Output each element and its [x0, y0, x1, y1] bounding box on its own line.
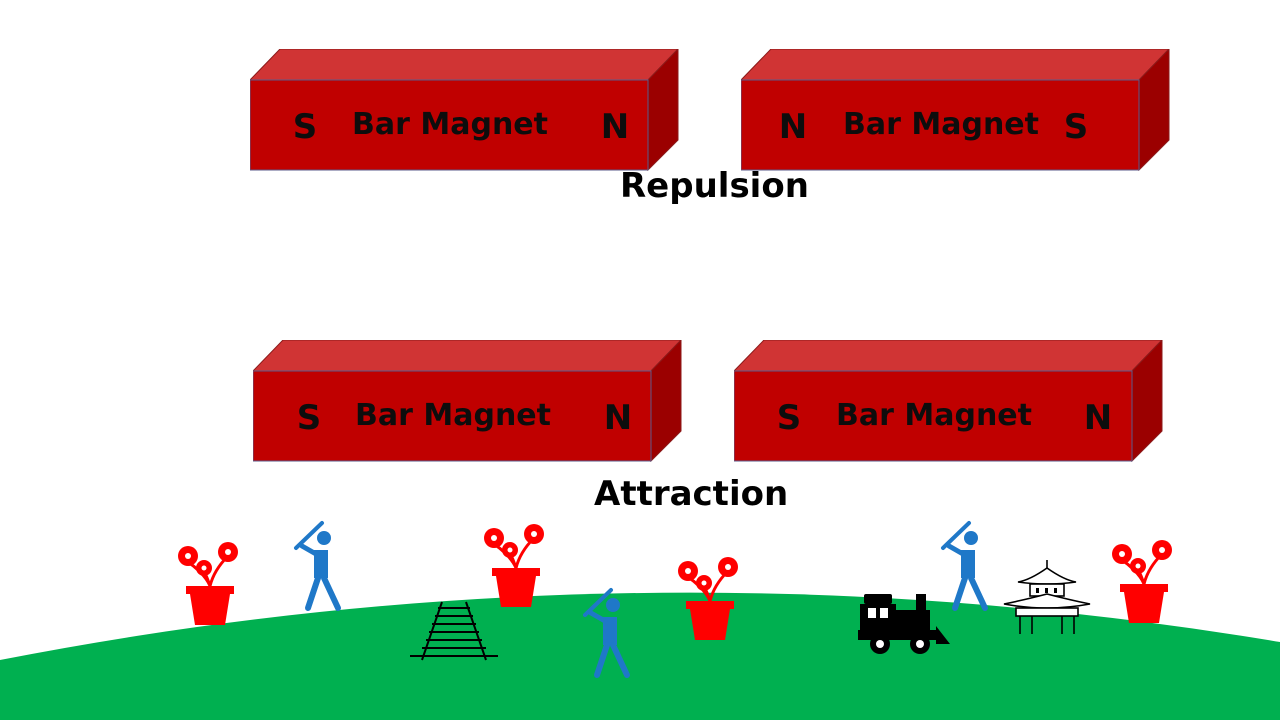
magnet-title: Bar Magnet — [843, 106, 1039, 142]
bar-magnet-attraction-left: S Bar Magnet N — [253, 340, 683, 462]
bar-magnet-repulsion-left: S Bar Magnet N — [250, 49, 680, 171]
pole-label-right: S — [1063, 107, 1089, 147]
pole-label-right: N — [603, 398, 633, 438]
pole-label-left: S — [776, 398, 802, 438]
magnet-title: Bar Magnet — [836, 397, 1032, 433]
attraction-label: Attraction — [594, 474, 789, 514]
bar-magnet-attraction-right: S Bar Magnet N — [734, 340, 1164, 462]
pagoda-icon — [1003, 560, 1091, 634]
flower-pot-icon — [1112, 540, 1172, 623]
flower-pot-icon — [678, 557, 738, 640]
pole-label-left: N — [778, 107, 808, 147]
repulsion-label: Repulsion — [620, 166, 809, 206]
pole-label-right: N — [1083, 398, 1113, 438]
magnet-title: Bar Magnet — [355, 397, 551, 433]
railway-track-icon — [410, 601, 498, 661]
flower-pot-icon — [178, 542, 238, 625]
batter-icon — [583, 588, 630, 678]
train-icon — [858, 594, 950, 654]
pole-label-left: S — [292, 107, 318, 147]
batter-icon — [941, 521, 988, 611]
batter-icon — [294, 521, 341, 611]
pole-label-right: N — [600, 107, 630, 147]
pole-label-left: S — [296, 398, 322, 438]
flower-pot-icon — [484, 524, 544, 607]
bar-magnet-repulsion-right: N Bar Magnet S — [741, 49, 1171, 171]
magnet-title: Bar Magnet — [352, 106, 548, 142]
